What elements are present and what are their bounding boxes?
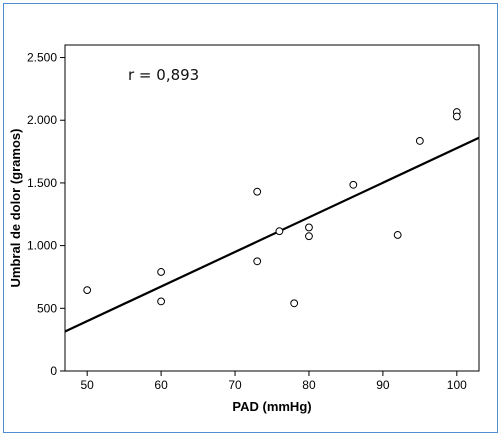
- x-tick-label: 90: [376, 378, 390, 392]
- y-axis-title: Umbral de dolor (gramos): [8, 129, 23, 288]
- data-point: [253, 257, 262, 266]
- r-annotation: r = 0,893: [128, 66, 199, 84]
- y-tick-label: 0: [50, 364, 57, 378]
- y-tick-label: 2.000: [27, 113, 57, 127]
- x-axis-title: PAD (mmHg): [232, 399, 311, 414]
- data-point: [83, 286, 92, 295]
- y-tick-label: 500: [37, 301, 57, 315]
- x-axis: 50 60 70 80 90 100: [80, 371, 467, 392]
- data-point: [452, 112, 461, 121]
- data-point: [305, 232, 313, 241]
- data-point: [415, 137, 424, 145]
- y-axis: 0 500 1.000 1.500 2.000 2.500: [27, 51, 65, 378]
- x-tick-label: 70: [228, 378, 242, 392]
- data-point: [157, 297, 166, 306]
- plot-area: [64, 44, 480, 372]
- chart-frame: [3, 3, 498, 433]
- data-point: [275, 227, 284, 236]
- data-point: [349, 180, 358, 189]
- y-tick-label: 1.500: [27, 176, 57, 190]
- y-tick-label: 1.000: [27, 239, 57, 253]
- regression-line: [64, 136, 480, 333]
- x-tick-label: 50: [80, 378, 94, 392]
- data-point: [305, 223, 313, 232]
- data-point: [393, 231, 402, 239]
- x-tick-label: 100: [447, 378, 467, 392]
- data-point: [157, 268, 166, 276]
- data-point: [290, 299, 299, 308]
- x-tick-label: 80: [302, 378, 316, 392]
- y-tick-label: 2.500: [27, 51, 57, 65]
- data-points: [83, 108, 461, 308]
- data-point: [253, 187, 262, 196]
- x-tick-label: 60: [154, 378, 168, 392]
